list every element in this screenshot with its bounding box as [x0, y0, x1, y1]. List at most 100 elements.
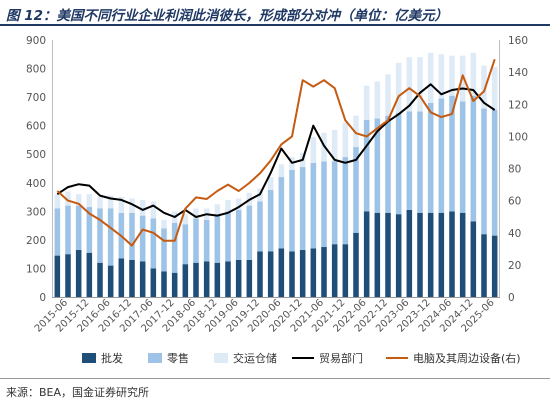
legend-retail-label: 零售	[167, 351, 189, 365]
bar-wholesale	[97, 262, 103, 297]
legend-trade-sector-label: 贸易部门	[319, 351, 363, 365]
bar-retail	[406, 111, 413, 210]
bar-transport	[107, 195, 114, 209]
bar-retail	[139, 215, 146, 262]
bar-wholesale	[129, 259, 135, 297]
bar-retail	[342, 157, 349, 245]
bar-wholesale	[107, 265, 114, 297]
bar-retail	[182, 224, 189, 265]
bar-wholesale	[449, 211, 455, 297]
bar-wholesale	[299, 249, 306, 297]
y-right-tick-label: 60	[508, 196, 521, 208]
y-right-tick-label: 120	[508, 99, 528, 111]
bar-transport	[65, 191, 71, 206]
bar-retail	[481, 108, 487, 235]
bar-transport	[385, 74, 391, 116]
bar-transport	[342, 122, 349, 158]
bar-wholesale	[278, 248, 285, 297]
bar-wholesale	[491, 235, 498, 297]
bar-retail	[363, 119, 370, 212]
bar-transport	[417, 57, 423, 112]
bar-transport	[374, 81, 381, 119]
figure-title: 图 12：美国不同行业企业利润此消彼长，形成部分对冲（单位：亿美元）	[0, 0, 550, 26]
bar-retail	[331, 161, 338, 245]
bar-retail	[321, 161, 327, 248]
bar-retail	[417, 111, 423, 213]
y-left-tick-label: 400	[26, 178, 46, 190]
bar-wholesale	[374, 212, 381, 297]
bar-wholesale	[267, 251, 274, 297]
bar-transport	[129, 198, 135, 213]
bar-transport	[406, 57, 413, 112]
bar-retail	[246, 205, 253, 260]
bar-wholesale	[331, 244, 338, 297]
bar-retail	[385, 115, 391, 213]
bar-retail	[353, 147, 359, 233]
bar-retail	[54, 208, 61, 256]
bar-retail	[225, 211, 231, 262]
y-left-tick-label: 300	[26, 206, 46, 218]
bar-transport	[139, 199, 146, 216]
y-left-tick-label: 200	[26, 235, 46, 247]
y-right-tick-label: 0	[508, 292, 515, 304]
bar-retail	[310, 162, 317, 249]
legend-wholesale-swatch	[82, 353, 96, 363]
bar-transport	[427, 52, 434, 103]
bar-transport	[481, 65, 487, 109]
bar-wholesale	[203, 261, 210, 297]
legend-computer-equipment: 电脑及其周边设备(右)	[386, 351, 521, 365]
bar-retail	[438, 98, 445, 213]
bar-retail	[491, 109, 498, 236]
y-left-tick-label: 500	[26, 149, 46, 161]
bar-retail	[278, 177, 285, 249]
bar-transport	[438, 54, 445, 99]
bar-transport	[54, 194, 61, 209]
bar-wholesale	[289, 251, 295, 297]
bar-retail	[107, 208, 114, 266]
y-left-tick-label: 100	[26, 263, 46, 275]
legend-computer-equipment-label: 电脑及其周边设备(右)	[413, 351, 521, 365]
bar-transport	[491, 67, 498, 110]
bar-wholesale	[161, 271, 167, 297]
bar-wholesale	[75, 249, 82, 297]
bar-retail	[193, 218, 199, 263]
legend-wholesale-label: 批发	[101, 351, 123, 365]
bar-transport	[193, 208, 199, 219]
bar-transport	[363, 85, 370, 120]
bar-wholesale	[54, 255, 61, 297]
bar-wholesale	[342, 244, 349, 297]
bar-retail	[449, 95, 455, 212]
line-trade-sector	[56, 83, 496, 218]
bar-wholesale	[481, 234, 487, 297]
y-left-tick-label: 600	[26, 121, 46, 133]
bar-transport	[161, 219, 167, 229]
bar-wholesale	[118, 258, 125, 297]
bar-retail	[470, 95, 477, 222]
bar-wholesale	[246, 259, 253, 297]
bar-transport	[395, 62, 402, 113]
bar-retail	[299, 167, 306, 250]
bar-wholesale	[310, 248, 317, 297]
bar-transport	[75, 194, 82, 206]
bar-retail	[395, 112, 402, 215]
bar-transport	[182, 214, 189, 225]
bar-transport	[118, 197, 125, 213]
legend-transport-swatch	[214, 353, 228, 363]
legend-retail-swatch	[148, 353, 162, 363]
bar-retail	[257, 201, 263, 252]
bar-wholesale	[214, 262, 221, 297]
bar-transport	[331, 129, 338, 162]
bar-wholesale	[171, 272, 178, 297]
bar-retail	[150, 218, 157, 269]
legend-transport: 交运仓储	[214, 351, 277, 365]
bar-retail	[75, 205, 82, 250]
bar-transport	[97, 197, 103, 209]
y-left-tick-label: 900	[26, 35, 46, 47]
bar-transport	[235, 198, 242, 210]
bar-wholesale	[139, 261, 146, 297]
y-left-tick-label: 800	[26, 64, 46, 76]
y-right-tick-label: 20	[508, 260, 521, 272]
legend-trade-sector: 贸易部门	[292, 351, 363, 365]
bar-wholesale	[65, 254, 71, 297]
bar-retail	[65, 205, 71, 255]
